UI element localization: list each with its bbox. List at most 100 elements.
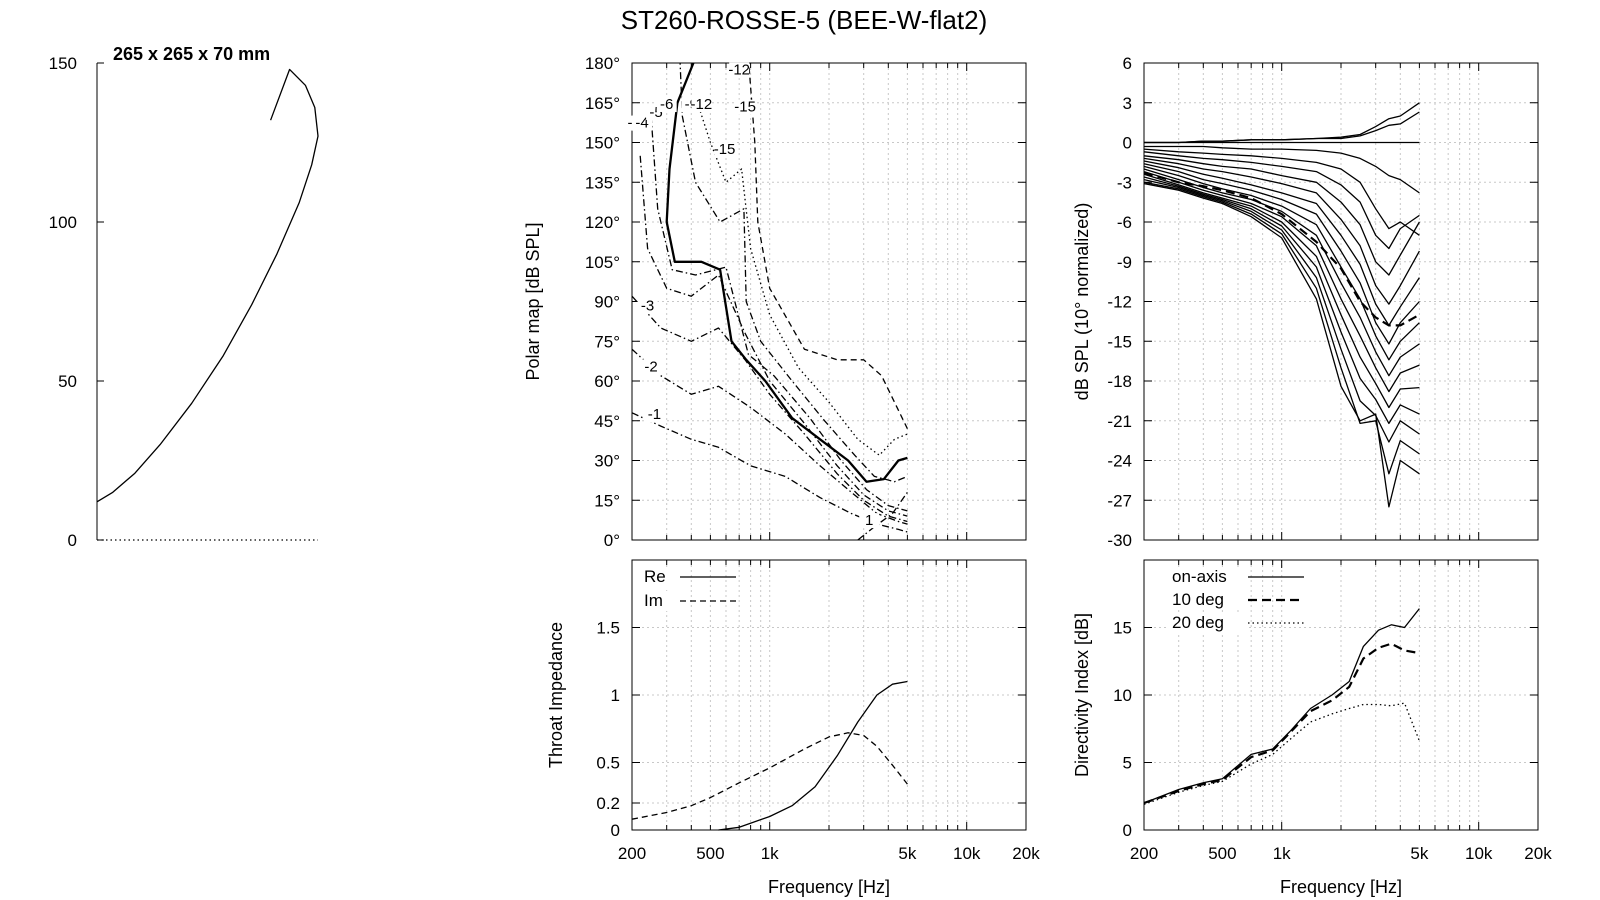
- profile-ytick-label: 100: [49, 213, 77, 232]
- polar-ytick-label: 30°: [594, 452, 620, 471]
- offaxis-ytick-label: -18: [1107, 372, 1132, 391]
- offaxis-ytick-label: 3: [1123, 94, 1132, 113]
- offaxis-frame: [1143, 62, 1539, 541]
- profile-ytick-label: 150: [49, 54, 77, 73]
- legend-label-bg: [638, 567, 668, 587]
- impedance-im-line: [631, 732, 908, 820]
- imp-xtick-label: 500: [696, 844, 724, 863]
- imp-ytick-label: 0: [611, 821, 620, 840]
- contour-line: [665, 63, 908, 483]
- offaxis-ytick-label: -9: [1117, 253, 1132, 272]
- contour-line: [696, 102, 908, 456]
- off-axis-response-line: [1143, 151, 1420, 250]
- offaxis-ytick-label: -15: [1107, 332, 1132, 351]
- profile-ytick-label: 50: [58, 372, 77, 391]
- polar-ytick-label: 165°: [585, 94, 620, 113]
- polar-map-panel: 0° 15° 30° 45° 60° 75° 90° 105° 120° 135° 150° 165°…: [523, 54, 1027, 550]
- di-ytick-label: 5: [1123, 754, 1132, 773]
- di-xtick-label: 1k: [1273, 844, 1291, 863]
- offaxis-ytick-label: -24: [1107, 452, 1132, 471]
- polar-ytick-label: 135°: [585, 173, 620, 192]
- polar-contours: [632, 63, 908, 540]
- contour-line: [650, 115, 908, 512]
- off-axis-response-line: [1144, 145, 1420, 194]
- impedance-re-line: [718, 680, 908, 831]
- polar-ytick-label: 60°: [594, 372, 620, 391]
- contour-label: -15: [714, 141, 736, 158]
- contour-line: [748, 63, 908, 429]
- di-x-axis-label: Frequency [Hz]: [1280, 877, 1402, 897]
- offaxis-ytick-label: -3: [1117, 173, 1132, 192]
- imp-xtick-label: 200: [618, 844, 646, 863]
- legend-label: 10 deg: [1172, 590, 1224, 609]
- legend-label: 20 deg: [1172, 613, 1224, 632]
- legend-label-bg: [1166, 590, 1248, 610]
- legend-label: on-axis: [1172, 567, 1227, 586]
- di-xtick-label: 5k: [1410, 844, 1428, 863]
- contour-line: [857, 491, 908, 540]
- offaxis-ytick-label: -12: [1107, 293, 1132, 312]
- contour-label-bg: [714, 142, 735, 158]
- di-xtick-label: 500: [1208, 844, 1236, 863]
- directivity-20-deg-line: [1143, 702, 1421, 806]
- contour-label: -15: [734, 99, 756, 116]
- contour-label-bg: [644, 407, 665, 423]
- dimensions-label: 265 x 265 x 70 mm: [113, 44, 270, 64]
- imp-ytick-label: 1.5: [596, 619, 620, 638]
- polar-ytick-label: 45°: [594, 412, 620, 431]
- di-ytick-label: 10: [1113, 686, 1132, 705]
- off-axis-response-line: [1143, 155, 1420, 276]
- polar-frame: [631, 62, 1027, 541]
- di-xtick-label: 20k: [1524, 844, 1552, 863]
- imp-xtick-label: 20k: [1012, 844, 1040, 863]
- contour-label: -4: [635, 115, 648, 132]
- reference-response-line: [1143, 171, 1420, 327]
- polar-ytick-label: 90°: [594, 293, 620, 312]
- off-axis-response-line: [1143, 157, 1420, 305]
- polar-ytick-label: 180°: [585, 54, 620, 73]
- contour-label-bg: [637, 298, 658, 314]
- contour-line: [679, 63, 908, 483]
- off-axis-response-line: [1144, 111, 1420, 144]
- contour-label-bg: [729, 62, 750, 78]
- di-frame: [1143, 559, 1539, 831]
- imp-frame: [631, 559, 1027, 831]
- imp-xtick-label: 10k: [953, 844, 981, 863]
- contour-line: [632, 348, 908, 525]
- imp-ytick-label: 0.5: [596, 754, 620, 773]
- di-xtick-label: 200: [1130, 844, 1158, 863]
- profile-ytick-label: 0: [68, 531, 77, 550]
- offaxis-y-axis-label: dB SPL (10° normalized): [1072, 203, 1092, 401]
- contour-label: -3: [641, 297, 654, 314]
- contour-label: -6: [660, 96, 673, 113]
- profile-panel: 0 50 100 150: [49, 54, 319, 550]
- contour-label-bg: [641, 359, 662, 375]
- polar-y-axis-label: Polar map [dB SPL]: [523, 222, 543, 380]
- polar-ytick-label: 105°: [585, 253, 620, 272]
- di-xtick-label: 10k: [1465, 844, 1493, 863]
- legend-label-bg: [638, 591, 668, 611]
- off-axis-response-line: [1143, 173, 1420, 409]
- offaxis-ytick-label: -21: [1107, 412, 1132, 431]
- offaxis-ytick-label: -30: [1107, 531, 1132, 550]
- polar-ytick-label: 15°: [594, 491, 620, 510]
- polar-ytick-label: 120°: [585, 213, 620, 232]
- contour-label: -12: [691, 96, 713, 113]
- legend-label: Re: [644, 567, 666, 586]
- polar-ytick-label: 150°: [585, 134, 620, 153]
- contour-label-bg: [735, 99, 756, 115]
- legend-label-bg: [1166, 613, 1248, 633]
- directivity-index-panel: 0 5 10 15 Directivity Index [dB] 200 500 1k 5k 10…: [1072, 559, 1552, 897]
- off-axis-response-line: [1143, 168, 1420, 377]
- contour-line: [639, 155, 908, 517]
- imp-ytick-label: 1: [611, 686, 620, 705]
- di-ytick-label: 0: [1123, 821, 1132, 840]
- di-ytick-label: 15: [1113, 619, 1132, 638]
- offaxis-ytick-label: 0: [1123, 134, 1132, 153]
- throat-impedance-panel: 0 0.2 0.5 1 1.5 Throat Impedance 200 500 1k 5k 10k…: [546, 559, 1040, 897]
- contour-line: [632, 412, 908, 533]
- contour-label: -1: [648, 406, 661, 423]
- contour-label-bg: [859, 513, 880, 529]
- off-axis-response-line: [1143, 170, 1420, 393]
